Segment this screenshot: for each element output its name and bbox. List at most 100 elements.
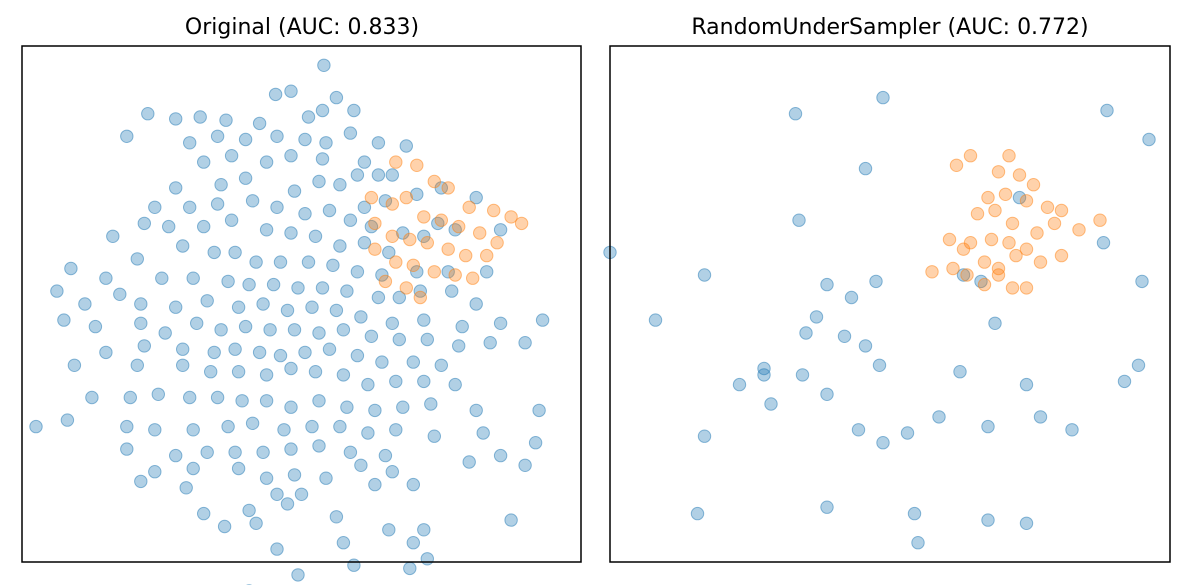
scatter-point-original-orange-20	[441, 242, 455, 256]
scatter-point-original-blue-1	[284, 84, 298, 98]
scatter-point-original-blue-146	[259, 368, 274, 382]
scatter-point-original-blue-204	[518, 458, 532, 472]
scatter-point-original-orange-10	[399, 190, 413, 205]
scatter-point-original-blue-205	[134, 474, 148, 489]
scatter-point-original-blue-212	[242, 503, 256, 518]
scatter-point-random-under-sampler-orange-3	[991, 165, 1006, 179]
scatter-point-original-blue-8	[252, 116, 267, 131]
scatter-point-original-blue-65	[493, 223, 508, 237]
scatter-point-random-under-sampler-blue-19	[820, 387, 834, 401]
scatter-point-original-blue-209	[368, 477, 382, 492]
scatter-point-original-blue-151	[389, 374, 403, 389]
scatter-point-original-orange-1	[410, 158, 424, 173]
scatter-point-random-under-sampler-orange-10	[1054, 203, 1069, 218]
scatter-point-original-blue-39	[410, 187, 424, 202]
scatter-point-original-blue-182	[427, 429, 441, 443]
scatter-point-original-blue-127	[483, 336, 497, 350]
scatter-point-original-blue-217	[217, 519, 232, 534]
scatter-point-original-blue-44	[210, 197, 225, 211]
scatter-point-original-blue-221	[406, 536, 420, 550]
scatter-point-original-blue-183	[476, 426, 490, 440]
scatter-point-original-blue-57	[259, 223, 274, 237]
scatter-point-random-under-sampler-blue-41	[697, 429, 712, 443]
scatter-point-original-blue-100	[200, 294, 214, 308]
scatter-point-original-blue-85	[242, 277, 256, 292]
scatter-point-original-blue-63	[417, 229, 431, 244]
scatter-point-original-blue-156	[123, 390, 138, 405]
scatter-point-random-under-sampler-blue-15	[732, 377, 747, 392]
scatter-point-original-blue-82	[155, 271, 169, 285]
scatter-point-original-blue-218	[249, 516, 263, 530]
scatter-point-random-under-sampler-blue-42	[820, 500, 834, 514]
scatter-point-original-blue-71	[249, 255, 263, 269]
scatter-point-original-blue-37	[357, 200, 372, 215]
scatter-point-random-under-sampler-blue-31	[932, 410, 946, 424]
scatter-point-original-blue-73	[301, 255, 316, 269]
scatter-point-original-blue-41	[469, 190, 483, 205]
scatter-point-random-under-sampler-orange-0	[949, 158, 964, 173]
scatter-point-original-orange-23	[368, 242, 382, 256]
scatter-point-original-blue-16	[298, 132, 312, 147]
scatter-point-random-under-sampler-orange-16	[1072, 223, 1086, 237]
scatter-point-random-under-sampler-orange-14	[1030, 226, 1044, 240]
scatter-point-original-orange-18	[403, 232, 417, 247]
scatter-point-original-blue-109	[455, 319, 469, 334]
scatter-point-original-blue-138	[375, 355, 389, 369]
scatter-point-random-under-sampler-blue-32	[900, 426, 915, 440]
scatter-point-random-under-sampler-blue-28	[988, 316, 1002, 330]
scatter-point-original-blue-19	[210, 129, 225, 144]
scatter-point-original-blue-53	[137, 216, 152, 231]
scatter-point-original-blue-43	[183, 200, 197, 215]
scatter-point-random-under-sampler-blue-13	[858, 339, 873, 353]
scatter-point-random-under-sampler-orange-12	[988, 203, 1002, 218]
scatter-point-original-blue-219	[504, 513, 518, 527]
scatter-point-original-blue-189	[256, 445, 270, 459]
scatter-point-random-under-sampler-orange-34	[1005, 281, 1020, 295]
scatter-point-original-blue-12	[371, 136, 386, 150]
scatter-point-random-under-sampler-blue-26	[1096, 236, 1111, 250]
scatter-point-original-blue-97	[113, 287, 127, 301]
scatter-point-original-orange-25	[406, 258, 420, 272]
scatter-point-original-blue-36	[333, 178, 347, 192]
scatter-point-original-blue-158	[183, 390, 197, 405]
scatter-point-original-blue-47	[298, 207, 312, 221]
scatter-point-original-blue-23	[371, 168, 386, 182]
scatter-point-original-blue-77	[410, 265, 424, 279]
scatter-point-original-blue-60	[333, 239, 347, 253]
scatter-point-random-under-sampler-blue-45	[1142, 132, 1156, 147]
scatter-point-original-blue-161	[259, 394, 274, 408]
scatter-point-original-blue-116	[190, 316, 204, 330]
scatter-point-original-blue-3	[268, 87, 283, 102]
scatter-point-original-blue-48	[322, 203, 337, 218]
scatter-point-original-blue-38	[378, 194, 393, 208]
scatter-point-original-blue-173	[148, 423, 162, 437]
scatter-point-original-blue-54	[162, 219, 176, 234]
scatter-point-original-blue-135	[298, 345, 312, 360]
chart-panel-random-under-sampler: RandomUnderSampler (AUC: 0.772)	[603, 15, 1171, 563]
scatter-point-original-blue-160	[235, 394, 249, 408]
scatter-point-original-blue-13	[399, 139, 413, 153]
scatter-point-original-blue-164	[340, 400, 354, 414]
scatter-point-original-blue-147	[284, 361, 298, 376]
scatter-point-original-orange-6	[504, 210, 518, 224]
scatter-point-random-under-sampler-blue-17	[757, 368, 771, 382]
scatter-point-original-blue-193	[378, 448, 393, 463]
scatter-point-original-blue-224	[403, 561, 417, 576]
scatter-point-random-under-sampler-blue-29	[953, 365, 967, 379]
scatter-point-original-orange-29	[378, 274, 393, 289]
scatter-point-original-blue-62	[382, 245, 396, 260]
scatter-point-original-blue-99	[169, 300, 183, 314]
scatter-point-original-blue-165	[368, 403, 382, 418]
scatter-point-original-blue-70	[228, 245, 242, 260]
scatter-point-random-under-sampler-blue-9	[869, 274, 883, 289]
scatter-point-original-blue-68	[176, 239, 190, 253]
scatter-point-original-blue-66	[106, 229, 120, 244]
scatter-point-original-orange-19	[420, 236, 434, 250]
scatter-point-original-blue-184	[528, 436, 543, 450]
scatter-point-original-orange-4	[462, 200, 476, 215]
scatter-point-original-blue-191	[312, 439, 326, 453]
scatter-points-random-under-sampler	[603, 90, 1156, 550]
scatter-point-random-under-sampler-orange-31	[960, 268, 974, 282]
scatter-point-original-blue-61	[357, 236, 372, 250]
scatter-point-original-blue-149	[336, 368, 351, 382]
